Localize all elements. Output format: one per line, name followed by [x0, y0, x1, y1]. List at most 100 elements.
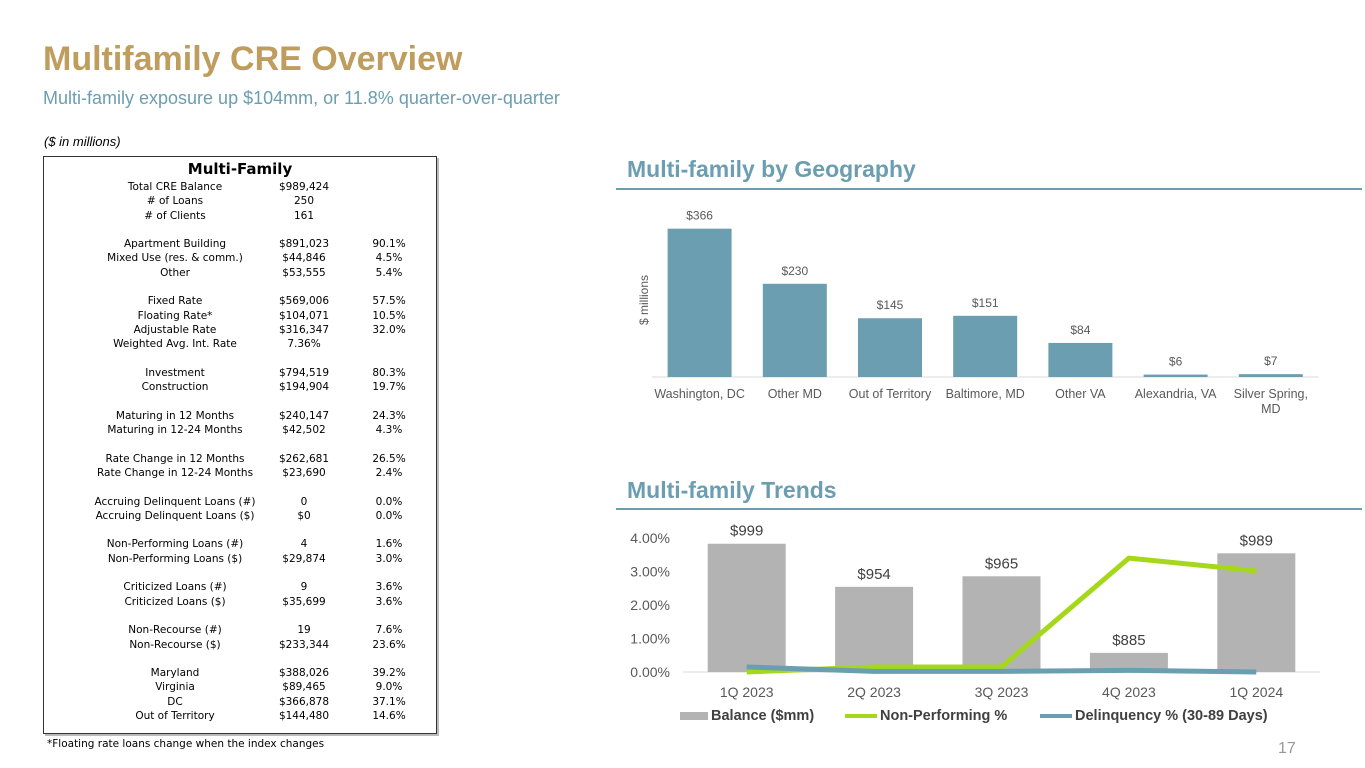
row-percent: 0.0% — [375, 495, 403, 508]
table-row: Rate Change in 12-24 Months $23,690 2.4% — [44, 466, 436, 480]
row-value: 0 — [300, 495, 308, 508]
row-percent: 9.0% — [375, 681, 403, 694]
y-axis-label: $ millions — [637, 275, 651, 325]
x-tick-label: Baltimore, MD — [946, 387, 1025, 401]
balance-bar — [1089, 652, 1168, 672]
row-label: Criticized Loans ($) — [124, 595, 226, 608]
geo-bar — [762, 283, 827, 377]
table-row — [44, 223, 436, 237]
data-label: $965 — [985, 555, 1018, 572]
y-tick-label: 4.00% — [630, 530, 670, 546]
x-tick-label: Alexandria, VA — [1135, 387, 1217, 401]
row-label: Non-Recourse (#) — [128, 624, 222, 637]
x-tick-label: 1Q 2024 — [1229, 684, 1283, 700]
table-heading: Multi-Family — [187, 160, 293, 178]
row-percent: 19.7% — [372, 381, 406, 394]
table-row — [44, 609, 436, 623]
table-row: Apartment Building $891,023 90.1% — [44, 237, 436, 251]
geo-title-rule — [616, 188, 1362, 190]
data-label: $999 — [730, 523, 763, 540]
row-percent: 7.6% — [375, 624, 403, 637]
row-label: Non-Performing Loans ($) — [107, 552, 243, 565]
table-row: Other $53,555 5.4% — [44, 266, 436, 280]
x-tick-label: MD — [1261, 402, 1280, 416]
row-value: $316,347 — [278, 323, 330, 336]
table-row: Non-Performing Loans ($) $29,874 3.0% — [44, 552, 436, 566]
row-value: $794,519 — [278, 366, 330, 379]
geo-bar — [858, 318, 922, 377]
row-value: $104,071 — [278, 309, 330, 322]
table-row: Investment $794,519 80.3% — [44, 366, 436, 380]
data-label: $366 — [686, 209, 713, 223]
row-value: 161 — [293, 209, 315, 222]
x-tick-label: Silver Spring, — [1234, 387, 1308, 401]
balance-bar — [835, 586, 914, 672]
row-value: $194,904 — [278, 381, 330, 394]
row-percent: 4.5% — [375, 252, 403, 265]
y-tick-label: 0.00% — [630, 664, 670, 680]
x-tick-label: 1Q 2023 — [720, 684, 774, 700]
table-row: # of Loans 250 — [44, 194, 436, 208]
units-note: ($ in millions) — [44, 134, 121, 149]
row-label: Rate Change in 12-24 Months — [96, 466, 254, 479]
x-tick-label: 3Q 2023 — [975, 684, 1029, 700]
geo-bar — [667, 228, 732, 377]
multifamily-table: Multi-Family Total CRE Balance $989,424 # … — [43, 156, 437, 734]
row-value: $240,147 — [278, 409, 330, 422]
row-percent: 3.6% — [375, 595, 403, 608]
row-value: 7.36% — [287, 338, 321, 351]
table-row — [44, 566, 436, 580]
trends-title-rule — [616, 508, 1362, 510]
table-row: DC $366,878 37.1% — [44, 695, 436, 709]
table-body: Total CRE Balance $989,424 # of Loans 250 # … — [44, 180, 436, 723]
data-label: $84 — [1070, 323, 1090, 337]
row-percent: 5.4% — [375, 266, 403, 279]
table-row: # of Clients 161 — [44, 209, 436, 223]
table-row: Accruing Delinquent Loans (#) 0 0.0% — [44, 495, 436, 509]
y-tick-label: 1.00% — [630, 631, 670, 647]
row-label: Maturing in 12 Months — [115, 409, 235, 422]
footnote: *Floating rate loans change when the ind… — [47, 738, 325, 750]
table-row: Total CRE Balance $989,424 — [44, 180, 436, 194]
row-value: $144,480 — [278, 709, 330, 722]
x-tick-label: Washington, DC — [654, 387, 745, 401]
row-percent: 24.3% — [372, 409, 406, 422]
table-row — [44, 480, 436, 494]
table-row: Criticized Loans (#) 9 3.6% — [44, 580, 436, 594]
row-label: Weighted Avg. Int. Rate — [113, 338, 237, 351]
data-label: $7 — [1264, 354, 1278, 368]
row-value: 4 — [300, 538, 308, 551]
row-label: Maryland — [150, 667, 200, 680]
row-label: # of Clients — [144, 209, 206, 222]
x-tick-label: Other MD — [768, 387, 822, 401]
row-percent: 1.6% — [375, 538, 403, 551]
row-label: Maturing in 12-24 Months — [107, 424, 243, 437]
row-percent: 0.0% — [375, 509, 403, 522]
row-percent: 3.0% — [375, 552, 403, 565]
table-row: Rate Change in 12 Months $262,681 26.5% — [44, 452, 436, 466]
row-percent: 90.1% — [372, 238, 406, 251]
table-row — [44, 437, 436, 451]
table-row — [44, 652, 436, 666]
row-percent: 80.3% — [372, 366, 406, 379]
row-label: DC — [167, 695, 183, 708]
table-row — [44, 523, 436, 537]
data-label: $885 — [1112, 632, 1145, 649]
row-label: Non-Recourse ($) — [129, 638, 221, 651]
y-tick-label: 3.00% — [630, 564, 670, 580]
legend-label: Delinquency % (30-89 Days) — [1075, 708, 1268, 724]
geo-bar — [1048, 342, 1113, 377]
page-title: Multifamily CRE Overview — [43, 40, 463, 78]
row-percent: 10.5% — [372, 309, 406, 322]
row-label: Criticized Loans (#) — [123, 581, 227, 594]
row-value: $23,690 — [282, 466, 326, 479]
geo-bar — [953, 315, 1018, 377]
balance-bar — [707, 543, 786, 672]
row-percent: 26.5% — [372, 452, 406, 465]
balance-bar — [1217, 553, 1296, 672]
table-row: Weighted Avg. Int. Rate 7.36% — [44, 337, 436, 351]
row-label: Fixed Rate — [147, 295, 203, 308]
x-tick-label: 2Q 2023 — [847, 684, 901, 700]
row-label: Floating Rate* — [137, 309, 213, 322]
table-row: Non-Performing Loans (#) 4 1.6% — [44, 537, 436, 551]
